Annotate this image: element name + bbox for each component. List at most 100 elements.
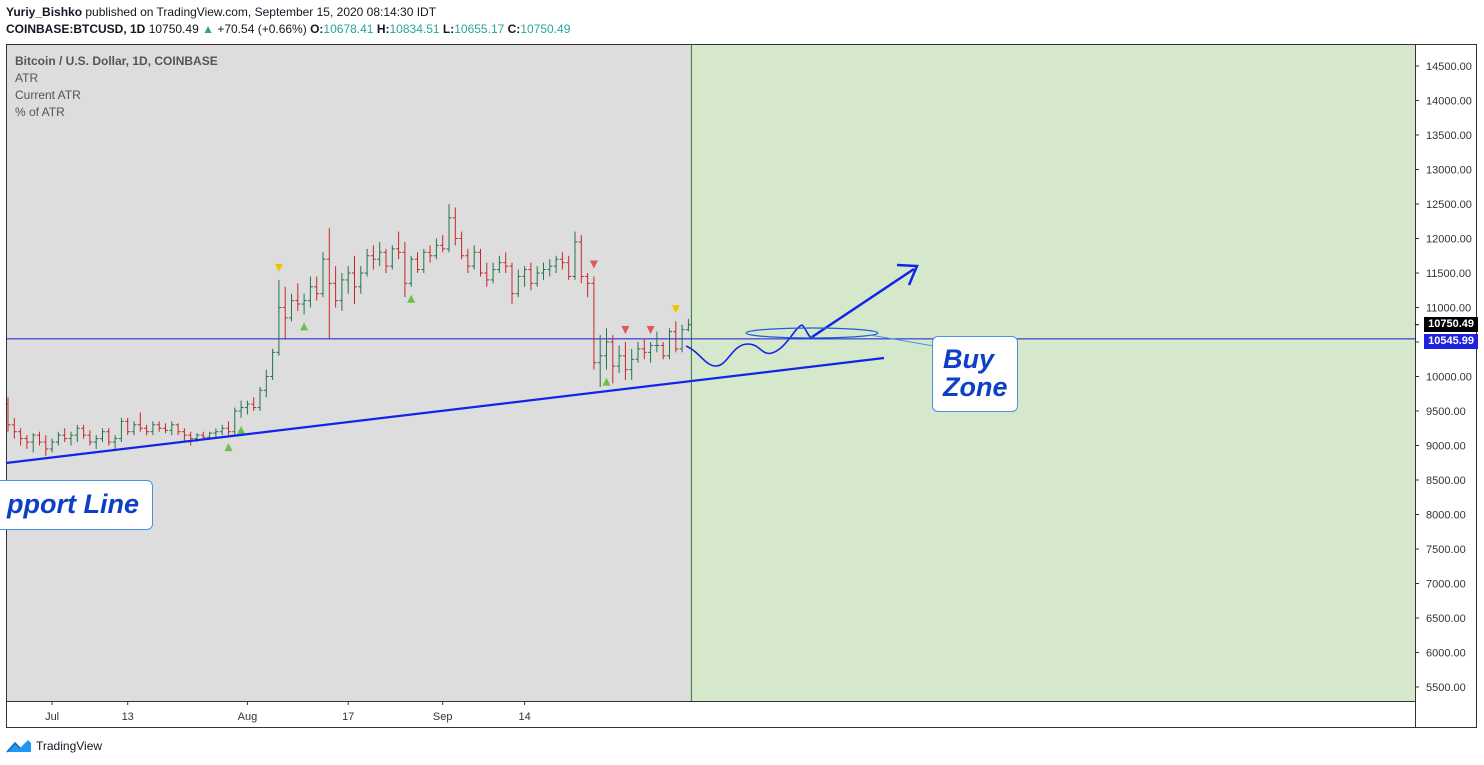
ohlc-bar	[604, 328, 609, 370]
ohlc-bar	[433, 238, 439, 260]
ohlc-bar	[156, 421, 162, 432]
ohlc-bar	[131, 421, 137, 436]
x-tick-label: 17	[342, 711, 354, 723]
y-tick-label: 14000.00	[1426, 96, 1472, 108]
ohlc-bar	[163, 423, 168, 434]
published-text: published on TradingView.com, September …	[85, 5, 437, 19]
ohlc-bar	[55, 431, 61, 446]
ohlc-bar	[370, 245, 376, 270]
ohlc-bar	[515, 269, 521, 298]
sell-signal-marker	[589, 260, 598, 269]
ohlc-bar	[509, 262, 515, 305]
y-tick-label: 10000.00	[1426, 372, 1472, 384]
buy-signal-marker	[237, 425, 246, 434]
legend-title[interactable]: Bitcoin / U.S. Dollar, 1D, COINBASE	[15, 54, 218, 68]
ohlc-bar	[219, 424, 225, 436]
ohlc-bar	[591, 276, 597, 370]
support-line-callout[interactable]: pport Line	[0, 480, 153, 530]
chart-legend: Bitcoin / U.S. Dollar, 1D, COINBASE ATR …	[15, 53, 218, 121]
ohlc-bar	[345, 266, 351, 294]
chart-frame	[6, 44, 1477, 728]
x-tick-label: Jul	[45, 711, 59, 723]
ohlc-bar	[106, 428, 112, 446]
ohlc-bar	[566, 255, 572, 280]
ohlc-bar	[465, 248, 471, 273]
ohlc-bar	[641, 338, 647, 360]
ohlc-bar	[446, 204, 452, 253]
ohlc-bar	[175, 423, 181, 436]
ohlc-bar	[358, 266, 364, 294]
ohlc-bar	[282, 286, 288, 339]
buy-zone-callout[interactable]: Buy Zone	[932, 336, 1018, 412]
ohlc-bar	[402, 241, 408, 298]
projected-price-path	[685, 324, 813, 367]
ohlc-bar	[244, 400, 250, 415]
ohlc-bar	[421, 248, 427, 273]
ohlc-bar	[81, 424, 87, 439]
ohlc-bar	[169, 421, 175, 436]
author-name[interactable]: Yuriy_Bishko	[6, 5, 83, 19]
ohlc-bar	[118, 417, 124, 443]
legend-current-atr[interactable]: Current ATR	[15, 88, 81, 102]
x-tick-label: 14	[518, 711, 530, 723]
y-tick-label: 6000.00	[1426, 648, 1466, 660]
sell-signal-marker	[621, 326, 630, 334]
y-tick-label: 13000.00	[1426, 165, 1472, 177]
ohlc-bar	[62, 428, 68, 443]
plot-background	[6, 44, 692, 701]
ohlc-bar	[396, 231, 402, 260]
x-tick-label: 13	[122, 711, 134, 723]
y-tick-label: 8000.00	[1426, 510, 1466, 522]
support-trend-line	[5, 356, 885, 465]
ohlc-bar	[408, 255, 414, 287]
ohlc-bar	[112, 435, 118, 449]
ohlc-bar	[307, 276, 313, 308]
ohlc-bar	[188, 431, 194, 446]
y-tick-label: 14500.00	[1426, 61, 1472, 73]
up-arrow-icon: ▲	[202, 22, 214, 36]
symbol-label: COINBASE:BTCUSD, 1D	[6, 22, 146, 36]
open-value: 10678.41	[323, 22, 374, 36]
y-tick-label: 5500.00	[1426, 682, 1466, 694]
buy-zone-text-2: Zone	[943, 372, 1008, 402]
ohlc-bar	[522, 266, 528, 287]
ohlc-bar	[320, 252, 326, 298]
footer-brand[interactable]: TradingView	[6, 738, 102, 754]
low-value: 10655.17	[454, 22, 505, 36]
y-tick-label: 7500.00	[1426, 544, 1466, 556]
ohlc-bar	[5, 397, 11, 432]
sell-signal-marker	[646, 326, 655, 334]
ohlc-bar	[30, 433, 36, 453]
ohlc-bar	[74, 424, 80, 443]
buy-signal-marker	[602, 377, 611, 386]
ohlc-bar	[685, 318, 691, 332]
buy-zone-ellipse	[745, 327, 879, 339]
ohlc-bar	[478, 248, 483, 277]
sell-signal-marker	[671, 305, 680, 314]
ohlc-bar	[660, 342, 666, 360]
projection-arrow-head	[896, 263, 919, 286]
tradingview-brand-text: TradingView	[36, 739, 103, 753]
ohlc-bar	[679, 324, 685, 353]
ohlc-bar	[383, 248, 389, 273]
legend-percent-atr[interactable]: % of ATR	[15, 105, 65, 119]
legend-atr[interactable]: ATR	[15, 71, 39, 85]
ohlc-bar	[100, 428, 105, 443]
close-value: 10750.49	[520, 22, 571, 36]
ohlc-bar	[503, 252, 509, 273]
low-label: L:	[442, 22, 455, 36]
y-tick-label: 7000.00	[1426, 579, 1466, 591]
ohlc-bar	[301, 293, 307, 315]
ohlc-bar	[68, 431, 74, 446]
ohlc-bar	[610, 335, 616, 384]
hline-price-badge: 10545.99	[1424, 334, 1478, 349]
y-tick-label: 9500.00	[1426, 406, 1466, 418]
ohlc-bar	[541, 262, 546, 280]
ohlc-bar	[490, 262, 496, 284]
price-change: +70.54 (+0.66%)	[217, 22, 307, 36]
ohlc-bar	[427, 245, 433, 263]
ohlc-bar	[137, 412, 143, 432]
ohlc-bar	[471, 245, 477, 270]
y-tick-label: 9000.00	[1426, 441, 1466, 453]
